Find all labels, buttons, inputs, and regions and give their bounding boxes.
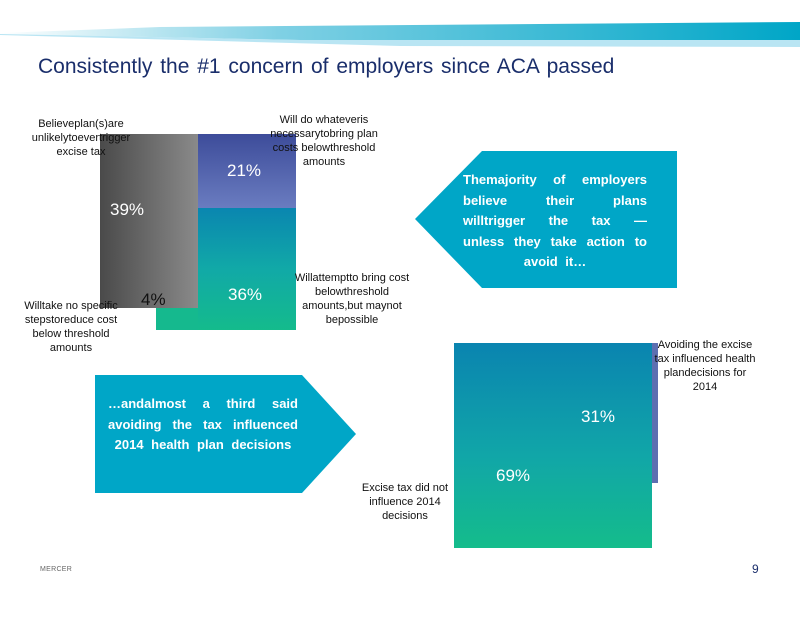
page-number: 9	[752, 562, 759, 576]
label-attempt: Willattemptto bring cost belowthreshold …	[294, 272, 410, 326]
pct-31: 31%	[581, 407, 616, 426]
callout-third: …andalmost a third said avoiding the tax…	[108, 396, 298, 452]
label-unlikely: Believeplan(s)are unlikelytoevertrigger …	[31, 118, 131, 158]
page-title: Consistently the #1 concern of employers…	[38, 55, 615, 78]
influence-chart	[454, 343, 658, 548]
callout-majority: Themajority of employers believe their p…	[463, 172, 647, 269]
pct-39: 39%	[110, 200, 145, 219]
label-will-do-whatever: Will do whateveris necessarytobring plan…	[270, 114, 378, 168]
segment-will-do-whatever	[198, 134, 296, 208]
segment-unlikely	[100, 134, 198, 308]
callout-arrow-left	[415, 151, 677, 288]
label-influenced: Avoiding the excise tax influenced healt…	[654, 339, 756, 393]
callout-arrow-right	[95, 375, 356, 493]
label-no-steps: Willtake no specific stepstoreduce cost …	[24, 300, 118, 354]
mercer-logo: MERCER	[40, 566, 73, 573]
concern-chart	[100, 134, 296, 330]
pct-4: 4%	[141, 290, 166, 309]
segment-not-influenced	[454, 343, 652, 548]
pct-69: 69%	[496, 466, 531, 485]
pct-36: 36%	[228, 285, 263, 304]
segment-influenced-side	[650, 343, 658, 483]
segment-attempt	[198, 208, 296, 330]
header-band	[0, 22, 800, 47]
label-not-influenced: Excise tax did not influence 2014 decisi…	[361, 482, 449, 522]
pct-21: 21%	[227, 161, 262, 180]
